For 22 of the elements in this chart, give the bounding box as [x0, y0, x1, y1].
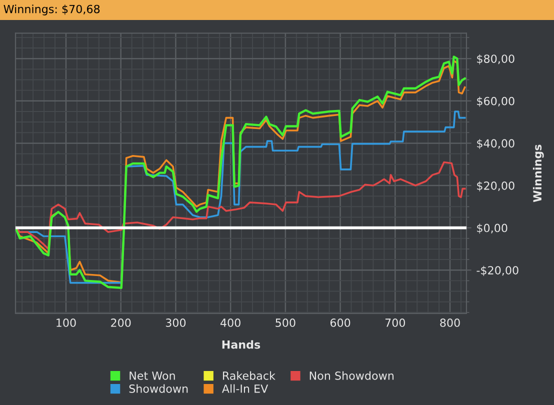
x-tick-label: 300 [166, 318, 186, 327]
x-tick-label: 800 [440, 318, 460, 327]
legend-label: Showdown [129, 384, 188, 393]
legend-label: All-In EV [222, 384, 268, 393]
y-axis-title: Winnings [532, 144, 544, 202]
x-tick-label: 500 [276, 318, 296, 327]
x-tick-label: 200 [111, 318, 131, 327]
chart-title: Winnings: $70,68 [4, 4, 100, 16]
y-tick-label: $20,00 [477, 181, 514, 192]
y-tick-label: $0,00 [477, 224, 508, 234]
y-tick-label: $80,00 [477, 54, 514, 64]
x-tick-label: 600 [330, 318, 350, 327]
legend-label: Rakeback [222, 371, 276, 380]
x-tick-label: 400 [220, 318, 240, 327]
y-tick-label: $40,00 [477, 138, 514, 150]
y-tick-label: -$20,00 [476, 266, 518, 276]
x-axis-title: Hands [222, 340, 260, 349]
legend-label: Non Showdown [310, 371, 394, 380]
x-tick-label: 100 [56, 318, 76, 327]
y-tick-label: $60,00 [477, 96, 514, 107]
legend-label: Net Won [130, 372, 175, 380]
x-tick-label: 700 [385, 318, 406, 327]
